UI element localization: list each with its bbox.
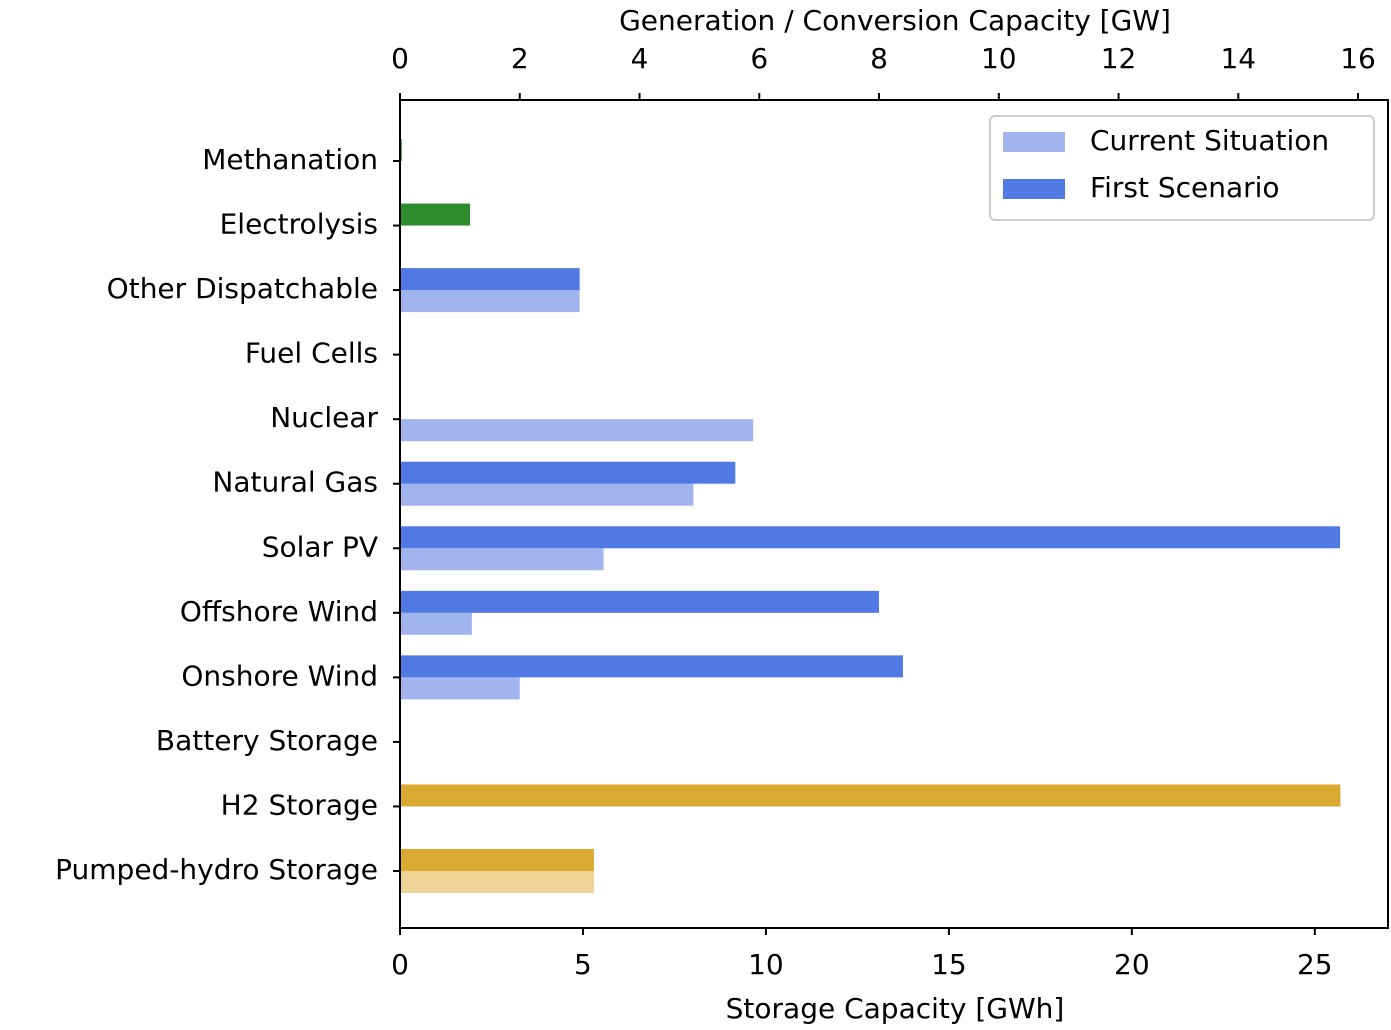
bar <box>400 612 472 635</box>
x-tick-label: 15 <box>931 948 967 981</box>
bar <box>400 526 1341 549</box>
x2-tick-label: 4 <box>631 42 649 75</box>
legend-label: Current Situation <box>1090 124 1329 157</box>
bar <box>400 483 694 506</box>
bottom-axis-label: Storage Capacity [GWh] <box>726 992 1065 1025</box>
x2-tick-label: 12 <box>1101 42 1137 75</box>
x2-tick-label: 8 <box>870 42 888 75</box>
bar <box>400 784 1341 807</box>
x2-tick-label: 10 <box>981 42 1017 75</box>
top-axis-label: Generation / Conversion Capacity [GW] <box>619 4 1171 37</box>
bar <box>400 590 880 613</box>
y-tick-label: Methanation <box>202 143 378 176</box>
bar <box>400 871 594 893</box>
y-tick-label: Fuel Cells <box>245 337 378 370</box>
legend-swatch <box>1003 179 1065 199</box>
y-tick-label: H2 Storage <box>221 788 378 821</box>
legend-label: First Scenario <box>1090 171 1280 204</box>
bar <box>400 203 471 226</box>
x2-tick-label: 16 <box>1340 42 1376 75</box>
bar <box>400 268 580 291</box>
x2-tick-label: 0 <box>391 42 409 75</box>
y-tick-label: Electrolysis <box>220 208 378 241</box>
x2-tick-label: 6 <box>750 42 768 75</box>
bar <box>400 677 520 700</box>
y-tick-label: Onshore Wind <box>181 659 378 692</box>
bar <box>400 419 754 442</box>
x-tick-label: 5 <box>574 948 592 981</box>
y-tick-label: Natural Gas <box>212 466 378 499</box>
x-tick-label: 25 <box>1297 948 1333 981</box>
plot-frame <box>399 99 1389 929</box>
x2-tick-label: 14 <box>1220 42 1256 75</box>
bar <box>400 849 594 871</box>
y-tick-label: Offshore Wind <box>180 595 378 628</box>
bar <box>400 655 903 678</box>
bar <box>400 461 736 484</box>
x-tick-label: 20 <box>1114 948 1150 981</box>
x2-tick-label: 2 <box>511 42 529 75</box>
bar <box>400 290 580 313</box>
x-tick-label: 0 <box>391 948 409 981</box>
y-tick-label: Nuclear <box>270 401 378 434</box>
bar <box>400 548 604 571</box>
legend-box <box>989 115 1375 221</box>
y-tick-label: Battery Storage <box>156 724 378 757</box>
y-tick-label: Pumped-hydro Storage <box>55 853 378 886</box>
y-tick-label: Other Dispatchable <box>107 272 378 305</box>
y-tick-label: Solar PV <box>262 530 378 563</box>
legend-swatch <box>1003 132 1065 152</box>
x-tick-label: 10 <box>748 948 784 981</box>
